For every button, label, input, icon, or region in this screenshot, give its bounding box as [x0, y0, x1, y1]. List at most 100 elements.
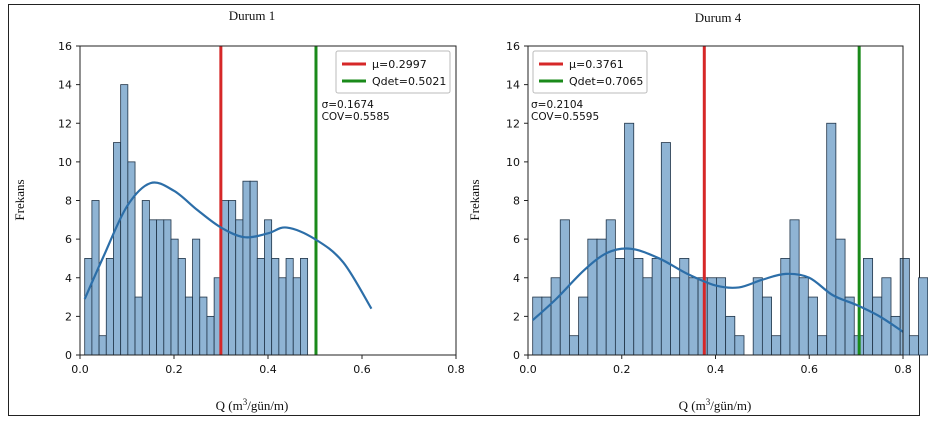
histogram-bar [220, 200, 229, 356]
histogram-bar [199, 296, 208, 356]
histogram-bar [578, 296, 589, 356]
histogram-bar [170, 238, 179, 356]
histogram-bar [264, 219, 273, 356]
chart-durum-4: Durum 4 Frekans Q (m3/gün/m) 0.0 0.2 0.4 0.… [467, 10, 928, 413]
histogram-bar [98, 335, 107, 356]
histogram-bar [807, 296, 818, 356]
stat-annotation: COV=0.5595 [531, 111, 599, 123]
histogram-bar [863, 258, 874, 356]
histogram-bar [532, 296, 543, 356]
histogram-bar [725, 315, 736, 356]
x-axis-label: Q (m3/gün/m) [679, 397, 752, 413]
histogram-bar [706, 277, 717, 356]
histogram-bar [789, 219, 800, 356]
x-tick-label: 0.8 [894, 363, 912, 376]
x-tick-label: 0.0 [519, 363, 537, 376]
histogram-bar [761, 296, 772, 356]
y-tick-label: 16 [58, 40, 72, 53]
histogram-bar [697, 277, 708, 356]
histogram-bar [249, 180, 258, 356]
histogram-bar [688, 277, 699, 356]
histogram-bar [844, 296, 855, 356]
kde-curve [83, 181, 373, 310]
y-tick-label: 10 [506, 156, 520, 169]
x-tick-label: 0.4 [707, 363, 725, 376]
histogram-bar [278, 277, 287, 356]
histogram-bar [192, 238, 201, 356]
histogram-bar [716, 277, 727, 356]
histogram-bar [569, 335, 580, 356]
histogram-bar [633, 258, 644, 356]
histogram-bar [798, 277, 809, 356]
histogram-bar [550, 277, 561, 356]
x-tick-label: 0.6 [353, 363, 371, 376]
legend: μ=0.3761 Qdet=0.7065 [532, 50, 648, 94]
histogram-bar [271, 258, 280, 356]
histogram-bar [624, 122, 635, 356]
legend: μ=0.2997 Qdet=0.5021 [335, 50, 451, 94]
histogram-bar [826, 122, 837, 356]
histogram-bar [84, 258, 93, 356]
y-tick-label: 10 [58, 156, 72, 169]
histogram-bar [899, 258, 910, 356]
histogram-bar [292, 277, 301, 356]
y-tick-label: 8 [65, 195, 72, 208]
y-tick-label: 6 [513, 233, 520, 246]
histogram-bar [228, 200, 237, 356]
histogram-bar [614, 258, 625, 356]
histogram-bar [141, 200, 150, 356]
x-tick-label: 0.4 [259, 363, 277, 376]
histogram-bar [184, 296, 193, 356]
x-tick-label: 0.2 [165, 363, 183, 376]
x-tick-label: 0.6 [801, 363, 819, 376]
histogram-bar [113, 142, 122, 356]
y-tick-label: 6 [65, 233, 72, 246]
x-tick-label: 0.8 [447, 363, 465, 376]
histogram-bar [300, 258, 309, 356]
legend-label: Qdet=0.7065 [569, 75, 643, 88]
histogram-bar [817, 335, 828, 356]
kde-curve [531, 247, 904, 333]
legend-label: μ=0.2997 [372, 58, 427, 71]
histogram-bar [771, 335, 782, 356]
histogram-bar [918, 277, 928, 356]
x-tick-label: 0.0 [71, 363, 89, 376]
histogram-bar [105, 258, 114, 356]
stat-annotation: σ=0.1674 [322, 99, 375, 111]
histogram-bar [156, 219, 165, 356]
y-tick-label: 14 [506, 79, 520, 92]
stat-annotation: σ=0.2104 [531, 99, 584, 111]
y-tick-label: 4 [65, 272, 72, 285]
histogram-bar [734, 335, 745, 356]
legend-label: Qdet=0.5021 [372, 75, 446, 88]
y-axis-label: Frekans [12, 179, 27, 220]
histogram-bar [256, 258, 265, 356]
x-axis-label: Q (m3/gün/m) [216, 397, 289, 413]
y-tick-label: 0 [65, 349, 72, 362]
y-tick-label: 4 [513, 272, 520, 285]
stat-annotation: COV=0.5585 [322, 111, 390, 123]
y-axis-label: Frekans [467, 179, 482, 220]
y-tick-label: 14 [58, 79, 72, 92]
histogram-bar [651, 258, 662, 356]
histogram-bar [881, 277, 892, 356]
y-tick-label: 2 [513, 310, 520, 323]
chart-title: Durum 1 [229, 8, 276, 23]
histogram-bar [127, 161, 136, 356]
y-tick-label: 2 [65, 310, 72, 323]
histogram-bar [587, 238, 598, 356]
histogram-bar [670, 277, 681, 356]
histogram-bar [890, 315, 901, 356]
y-tick-label: 0 [513, 349, 520, 362]
y-tick-label: 16 [506, 40, 520, 53]
histogram-bar [120, 84, 129, 356]
y-tick-label: 12 [58, 117, 72, 130]
histogram-bar [235, 219, 244, 356]
y-tick-label: 12 [506, 117, 520, 130]
histogram-bar [908, 335, 919, 356]
chart-durum-1: Durum 1 Frekans Q (m3/gün/m) 0.0 0.2 0.4 0.… [12, 8, 465, 413]
histogram-bar [134, 296, 143, 356]
legend-label: μ=0.3761 [569, 58, 624, 71]
chart-title: Durum 4 [695, 10, 742, 25]
